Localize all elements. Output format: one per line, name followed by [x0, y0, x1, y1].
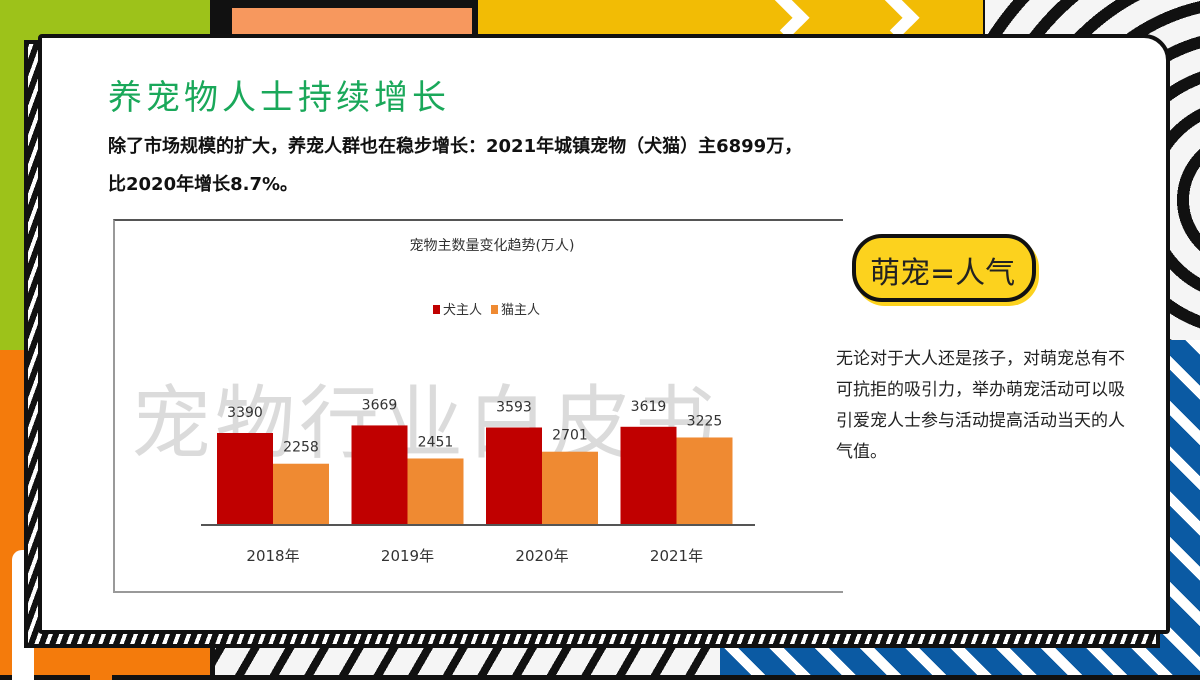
x-tick-label: 2019年 [381, 547, 434, 565]
bar [351, 425, 408, 525]
bar [542, 451, 598, 525]
chart-legend: 犬主人 猫主人 [433, 303, 540, 318]
data-label: 2701 [552, 428, 588, 444]
data-label: 3669 [362, 397, 398, 413]
data-label: 3390 [227, 405, 263, 421]
badge-cute-pets: 萌宠=人气 [852, 234, 1036, 302]
bar [676, 437, 733, 525]
x-tick-label: 2020年 [515, 547, 568, 565]
data-label: 2258 [283, 440, 319, 456]
x-tick-label: 2018年 [246, 547, 299, 565]
chart-svg: 宠物主数量变化趋势(万人) 犬主人 猫主人 宠物行业白皮书 33902258201… [131, 238, 755, 565]
legend-swatch [491, 305, 498, 314]
legend-swatch [433, 305, 440, 314]
bar [486, 427, 542, 525]
bar [273, 463, 329, 525]
legend-label: 猫主人 [501, 303, 540, 318]
data-label: 2451 [418, 434, 454, 450]
bar-chart: 宠物主数量变化趋势(万人) 犬主人 猫主人 宠物行业白皮书 3390 2258 201… [113, 219, 843, 593]
data-label: 3619 [631, 399, 667, 415]
page-title: 养宠物人士持续增长 [108, 78, 450, 118]
data-label: 3225 [687, 413, 723, 429]
bar [407, 458, 464, 525]
bar [217, 433, 273, 525]
subtitle-line-2: 比2020年增长8.7%。 [108, 174, 299, 195]
chart-title: 宠物主数量变化趋势(万人) [410, 238, 575, 254]
legend-label: 犬主人 [443, 303, 482, 318]
bar [620, 426, 677, 525]
subtitle-line-1: 除了市场规模的扩大，养宠人群也在稳步增长：2021年城镇宠物（犬猫）主6899万… [108, 136, 803, 157]
description-text: 无论对于大人还是孩子，对萌宠总有不可抗拒的吸引力，举办萌宠活动可以吸引爱宠人士参… [836, 349, 1125, 462]
data-label: 3593 [496, 399, 532, 415]
x-tick-label: 2021年 [650, 547, 703, 565]
